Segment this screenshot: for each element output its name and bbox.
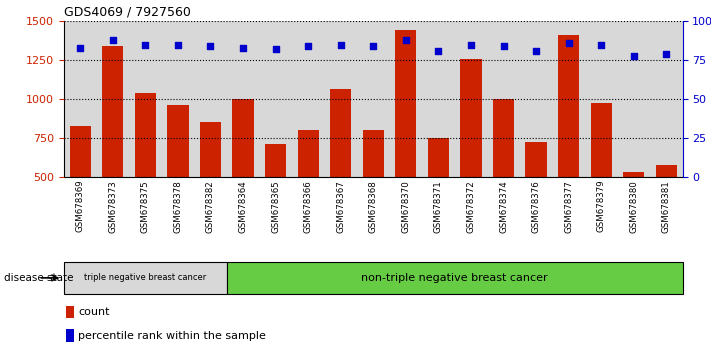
Bar: [585, 21, 617, 177]
Point: [205, 43, 216, 49]
Bar: [97, 21, 129, 177]
Bar: [292, 21, 324, 177]
Point: [465, 42, 476, 47]
Point: [139, 42, 151, 47]
Bar: [487, 21, 520, 177]
Bar: [70, 126, 91, 255]
Text: GDS4069 / 7927560: GDS4069 / 7927560: [64, 6, 191, 19]
Point: [75, 45, 86, 51]
Bar: [357, 21, 390, 177]
Point: [335, 42, 346, 47]
Bar: [422, 21, 454, 177]
Bar: [129, 21, 161, 177]
Bar: [135, 93, 156, 255]
Bar: [493, 99, 514, 255]
Point: [563, 40, 574, 46]
Point: [596, 42, 607, 47]
Point: [433, 48, 444, 54]
Text: disease state: disease state: [4, 273, 73, 283]
Text: count: count: [78, 307, 109, 317]
Bar: [65, 306, 74, 318]
Point: [400, 37, 412, 43]
Point: [302, 43, 314, 49]
Bar: [260, 21, 292, 177]
Bar: [194, 21, 227, 177]
Bar: [65, 330, 74, 342]
Bar: [525, 142, 547, 255]
Bar: [265, 144, 287, 255]
Point: [530, 48, 542, 54]
Bar: [298, 130, 319, 255]
Bar: [64, 262, 227, 294]
Point: [498, 43, 509, 49]
Bar: [227, 21, 260, 177]
Bar: [227, 262, 683, 294]
Bar: [454, 21, 487, 177]
Bar: [617, 21, 650, 177]
Bar: [591, 103, 611, 255]
Bar: [167, 105, 188, 255]
Bar: [64, 21, 97, 177]
Bar: [520, 21, 552, 177]
Point: [270, 46, 282, 52]
Text: percentile rank within the sample: percentile rank within the sample: [78, 331, 266, 341]
Point: [172, 42, 183, 47]
Bar: [650, 21, 683, 177]
Bar: [390, 21, 422, 177]
Bar: [102, 46, 124, 255]
Bar: [161, 21, 194, 177]
Bar: [623, 172, 644, 255]
Text: non-triple negative breast cancer: non-triple negative breast cancer: [361, 273, 548, 283]
Bar: [460, 59, 481, 255]
Bar: [232, 99, 254, 255]
Bar: [552, 21, 585, 177]
Bar: [428, 138, 449, 255]
Point: [368, 43, 379, 49]
Bar: [363, 130, 384, 255]
Bar: [656, 165, 677, 255]
Bar: [324, 21, 357, 177]
Text: triple negative breast cancer: triple negative breast cancer: [85, 273, 206, 282]
Point: [628, 53, 639, 58]
Bar: [200, 122, 221, 255]
Bar: [395, 30, 417, 255]
Bar: [558, 35, 579, 255]
Point: [107, 37, 119, 43]
Bar: [330, 89, 351, 255]
Point: [661, 51, 672, 57]
Point: [237, 45, 249, 51]
